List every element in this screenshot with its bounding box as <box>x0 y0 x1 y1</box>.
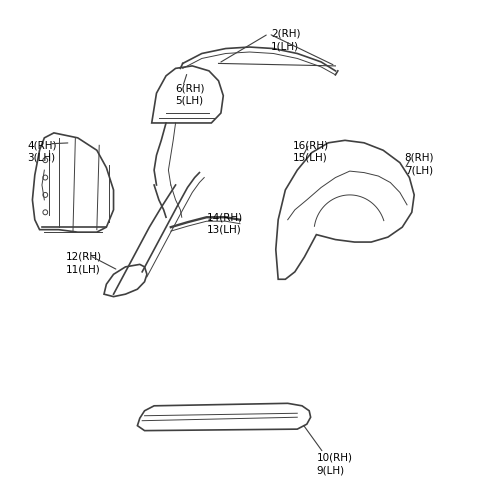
Text: 16(RH)
15(LH): 16(RH) 15(LH) <box>292 140 329 163</box>
Text: 14(RH)
13(LH): 14(RH) 13(LH) <box>206 212 243 235</box>
Text: 12(RH)
11(LH): 12(RH) 11(LH) <box>66 252 102 274</box>
Text: 8(RH)
7(LH): 8(RH) 7(LH) <box>405 153 434 175</box>
Text: 10(RH)
9(LH): 10(RH) 9(LH) <box>316 453 352 476</box>
Text: 6(RH)
5(LH): 6(RH) 5(LH) <box>176 83 205 106</box>
Text: 4(RH)
3(LH): 4(RH) 3(LH) <box>28 140 57 163</box>
Text: 2(RH)
1(LH): 2(RH) 1(LH) <box>271 28 300 51</box>
